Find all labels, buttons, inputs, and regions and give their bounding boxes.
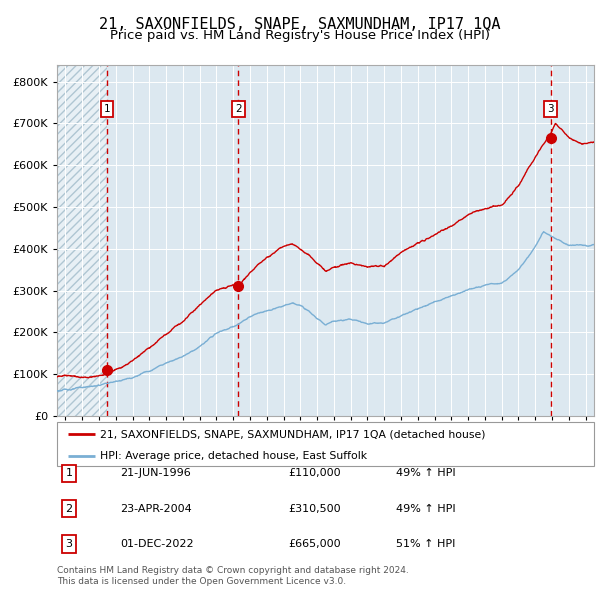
Text: 01-DEC-2022: 01-DEC-2022 bbox=[120, 539, 194, 549]
Text: HPI: Average price, detached house, East Suffolk: HPI: Average price, detached house, East… bbox=[100, 451, 367, 461]
Text: £665,000: £665,000 bbox=[288, 539, 341, 549]
Text: 21, SAXONFIELDS, SNAPE, SAXMUNDHAM, IP17 1QA: 21, SAXONFIELDS, SNAPE, SAXMUNDHAM, IP17… bbox=[99, 17, 501, 31]
Text: Price paid vs. HM Land Registry's House Price Index (HPI): Price paid vs. HM Land Registry's House … bbox=[110, 29, 490, 42]
Text: £310,500: £310,500 bbox=[288, 504, 341, 513]
Text: 2: 2 bbox=[65, 504, 73, 513]
FancyBboxPatch shape bbox=[57, 422, 594, 466]
Text: 3: 3 bbox=[547, 104, 554, 114]
Text: 49% ↑ HPI: 49% ↑ HPI bbox=[396, 504, 455, 513]
Text: 51% ↑ HPI: 51% ↑ HPI bbox=[396, 539, 455, 549]
Text: 23-APR-2004: 23-APR-2004 bbox=[120, 504, 192, 513]
Bar bbox=[57, 65, 107, 416]
Text: 49% ↑ HPI: 49% ↑ HPI bbox=[396, 468, 455, 478]
Text: 1: 1 bbox=[104, 104, 110, 114]
Text: 1: 1 bbox=[65, 468, 73, 478]
Text: Contains HM Land Registry data © Crown copyright and database right 2024.: Contains HM Land Registry data © Crown c… bbox=[57, 566, 409, 575]
Text: 2: 2 bbox=[235, 104, 242, 114]
Text: 21, SAXONFIELDS, SNAPE, SAXMUNDHAM, IP17 1QA (detached house): 21, SAXONFIELDS, SNAPE, SAXMUNDHAM, IP17… bbox=[100, 430, 485, 439]
Text: 21-JUN-1996: 21-JUN-1996 bbox=[120, 468, 191, 478]
Bar bbox=[57, 65, 107, 416]
Text: £110,000: £110,000 bbox=[288, 468, 341, 478]
Text: This data is licensed under the Open Government Licence v3.0.: This data is licensed under the Open Gov… bbox=[57, 577, 346, 586]
Text: 3: 3 bbox=[65, 539, 73, 549]
